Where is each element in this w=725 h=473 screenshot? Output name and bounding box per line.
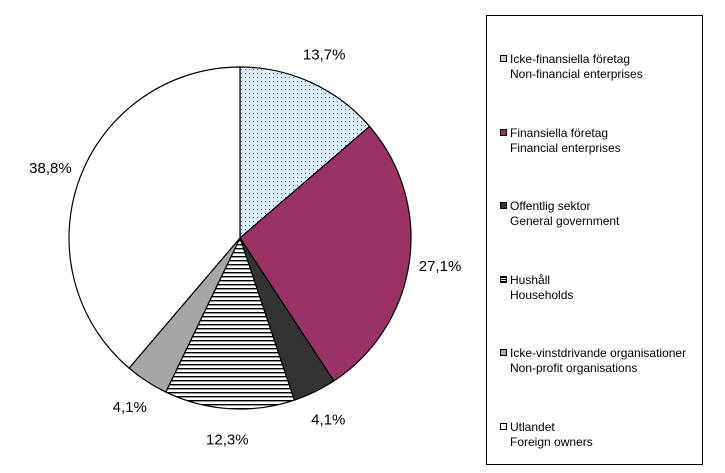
data-label-5: 4,1% <box>113 399 147 416</box>
pie-slice-1 <box>239 66 371 240</box>
data-label-1: 13,7% <box>303 46 346 63</box>
legend-label-sv: Icke-vinstdrivande organisationer <box>510 346 687 360</box>
legend-swatch-2 <box>500 128 507 136</box>
legend-swatch-1 <box>500 55 507 62</box>
data-label-4: 12,3% <box>206 432 249 449</box>
legend-label-en: Non-profit organisations <box>510 361 638 375</box>
legend-label-en: Households <box>510 287 574 302</box>
data-label-2: 27,1% <box>419 258 462 275</box>
legend-label-sv: Finansiella företag <box>510 125 609 140</box>
pie-slice-4 <box>165 236 296 410</box>
legend-label-en: Foreign owners <box>510 434 593 449</box>
legend-swatch-6 <box>500 422 507 430</box>
legend-label-en: Financial enterprises <box>510 140 621 155</box>
legend-label-sv: Icke-finansiella företag <box>510 52 631 66</box>
legend-label-sv: Offentlig sektor <box>510 199 591 213</box>
pie-slice-6 <box>68 66 241 369</box>
legend-swatch-5 <box>500 349 507 356</box>
pie-chart: 13,7% 27,1% 4,1% 12,3% 4,1% 38,8% <box>29 46 462 449</box>
legend-label-sv: Hushåll <box>510 272 551 287</box>
legend: Icke-finansiella företag Non-financial en… <box>486 15 703 465</box>
legend-label-sv: Utlandet <box>510 419 555 434</box>
legend-swatch-3 <box>500 202 507 209</box>
legend-label-en: General government <box>510 214 620 228</box>
data-label-3: 4,1% <box>311 412 345 429</box>
legend-swatch-4 <box>500 275 507 283</box>
data-label-6: 38,8% <box>29 160 72 177</box>
pie-slice-2 <box>239 125 412 382</box>
legend-label-en: Non-financial enterprises <box>510 67 643 81</box>
